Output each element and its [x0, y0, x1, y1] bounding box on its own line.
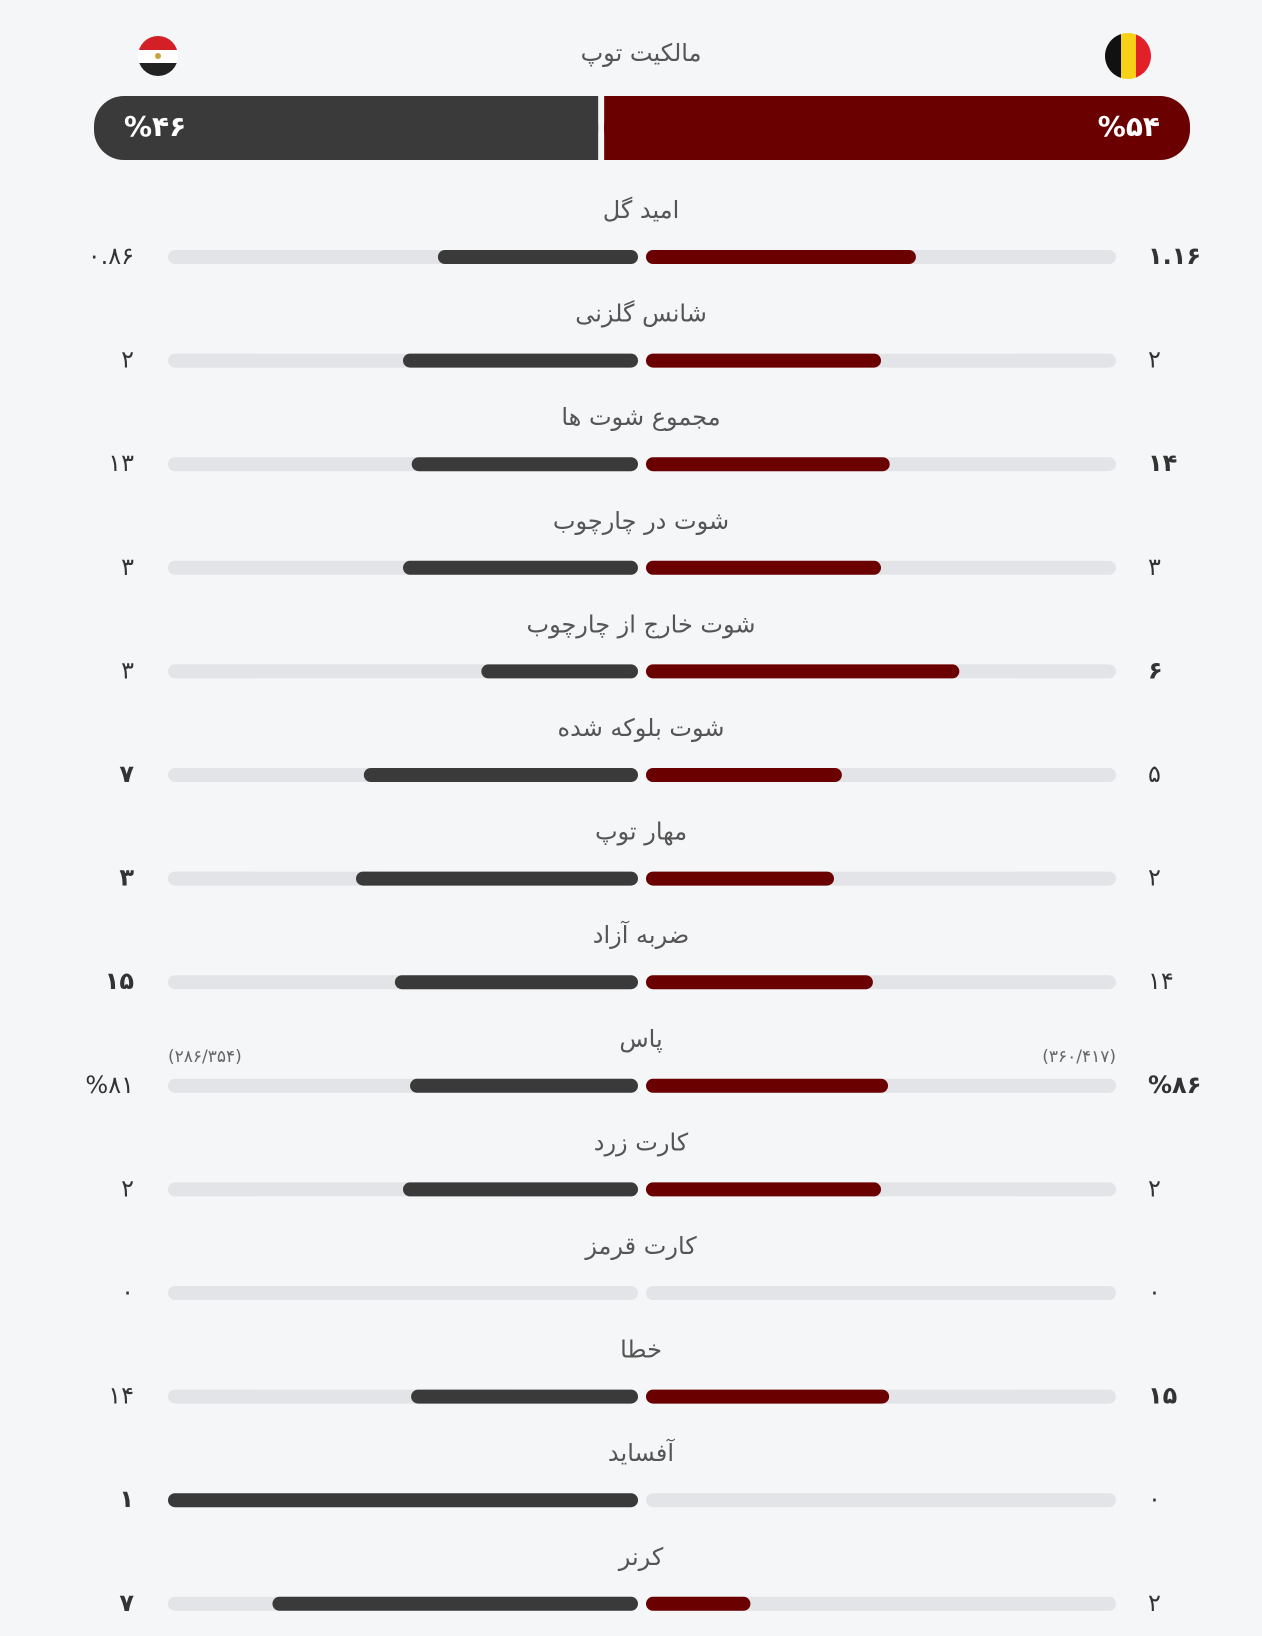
away-value: ۲: [121, 346, 134, 374]
stat-label: کارت قرمز: [584, 1232, 697, 1260]
away-value: ۱۳: [108, 449, 134, 477]
home-value: ۲: [1148, 1589, 1161, 1617]
home-bar: [646, 1596, 751, 1611]
away-value: ۰.۸۶: [88, 242, 134, 270]
away-bar: [363, 768, 638, 782]
away-bar: [411, 457, 638, 472]
away-bar: [403, 560, 638, 575]
away-value: %۸۱: [85, 1071, 134, 1099]
stat-label: امید گل: [603, 196, 680, 224]
away-value: ۷: [119, 760, 134, 788]
stat-label: شانس گلزنی: [575, 300, 707, 328]
possession-bar: [94, 96, 599, 160]
bar-track: [168, 1286, 638, 1300]
home-bar: [646, 353, 881, 368]
stat-label: آفساید: [608, 1438, 675, 1467]
possession-away-label: %۴۶: [124, 110, 186, 143]
home-bar: [646, 975, 873, 990]
away-bar: [481, 664, 638, 679]
stat-label: مجموع شوت ها: [561, 403, 720, 431]
away-bar: [403, 1182, 638, 1197]
home-value: ۶: [1148, 656, 1163, 684]
home-bar: [646, 250, 916, 264]
stat-label: مهار توپ: [595, 818, 687, 846]
away-value: ۳: [121, 553, 134, 581]
home-bar: [646, 1389, 890, 1404]
home-bar: [646, 1182, 881, 1197]
away-bar: [394, 975, 638, 990]
possession-bar-fill: [604, 96, 645, 160]
away-bar: [272, 1596, 638, 1611]
possession-title: مالکیت توپ: [581, 39, 702, 67]
away-value: ۲: [121, 1174, 134, 1202]
home-value: ۵: [1148, 760, 1161, 788]
stat-label: شوت بلوکه شده: [558, 714, 725, 742]
away-bar: [411, 1389, 638, 1404]
away-value: ۷: [119, 1589, 134, 1617]
home-value: ۲: [1148, 864, 1161, 892]
bar-track: [646, 1596, 1116, 1611]
stat-label: خطا: [620, 1336, 662, 1364]
home-bar: [646, 768, 842, 782]
away-bar: [168, 1493, 638, 1508]
home-value: %۸۶: [1148, 1071, 1201, 1099]
home-value: ۲: [1148, 1174, 1161, 1202]
stat-label: کرنر: [618, 1543, 664, 1571]
possession-bar-fill: [558, 96, 599, 160]
away-bar: [410, 1078, 638, 1093]
away-bar: [356, 871, 638, 886]
home-detail: (۳۶۰/۴۱۷): [1042, 1047, 1116, 1067]
home-bar: [646, 1078, 889, 1093]
possession-home-label: %۵۴: [1098, 110, 1160, 143]
home-value: ۱.۱۶: [1148, 242, 1201, 270]
home-value: ۱۴: [1148, 967, 1174, 995]
bar-track: [646, 1286, 1116, 1300]
stat-label: پاس: [619, 1025, 662, 1053]
stat-label: شوت خارج از چارچوب: [526, 610, 755, 638]
stat-label: شوت در چارچوب: [553, 507, 729, 535]
away-value: ۳: [119, 864, 134, 892]
away-value: ۱۴: [108, 1382, 134, 1410]
possession-bar: [604, 96, 1190, 160]
home-bar: [646, 560, 881, 575]
away-value: ۳: [121, 656, 134, 684]
home-value: ۲: [1148, 346, 1161, 374]
away-value: ۱۵: [105, 967, 134, 995]
egypt-flag: [138, 36, 178, 76]
stat-label: ضربه آزاد: [593, 920, 689, 949]
home-value: ۰: [1148, 1278, 1161, 1306]
home-value: ۱۴: [1148, 449, 1177, 477]
home-value: ۰: [1148, 1485, 1161, 1513]
home-bar: [646, 871, 834, 886]
home-bar: [646, 457, 890, 472]
home-bar: [646, 664, 960, 679]
away-value: ۰: [121, 1278, 134, 1306]
home-value: ۱۵: [1148, 1382, 1177, 1410]
home-value: ۳: [1148, 553, 1161, 581]
away-bar: [403, 353, 638, 368]
belgium-flag: [1105, 33, 1151, 79]
bar-track: [646, 1493, 1116, 1508]
away-bar: [437, 250, 638, 264]
away-detail: (۲۸۶/۳۵۴): [168, 1047, 242, 1067]
stat-label: کارت زرد: [594, 1128, 689, 1156]
away-value: ۱: [119, 1485, 134, 1513]
